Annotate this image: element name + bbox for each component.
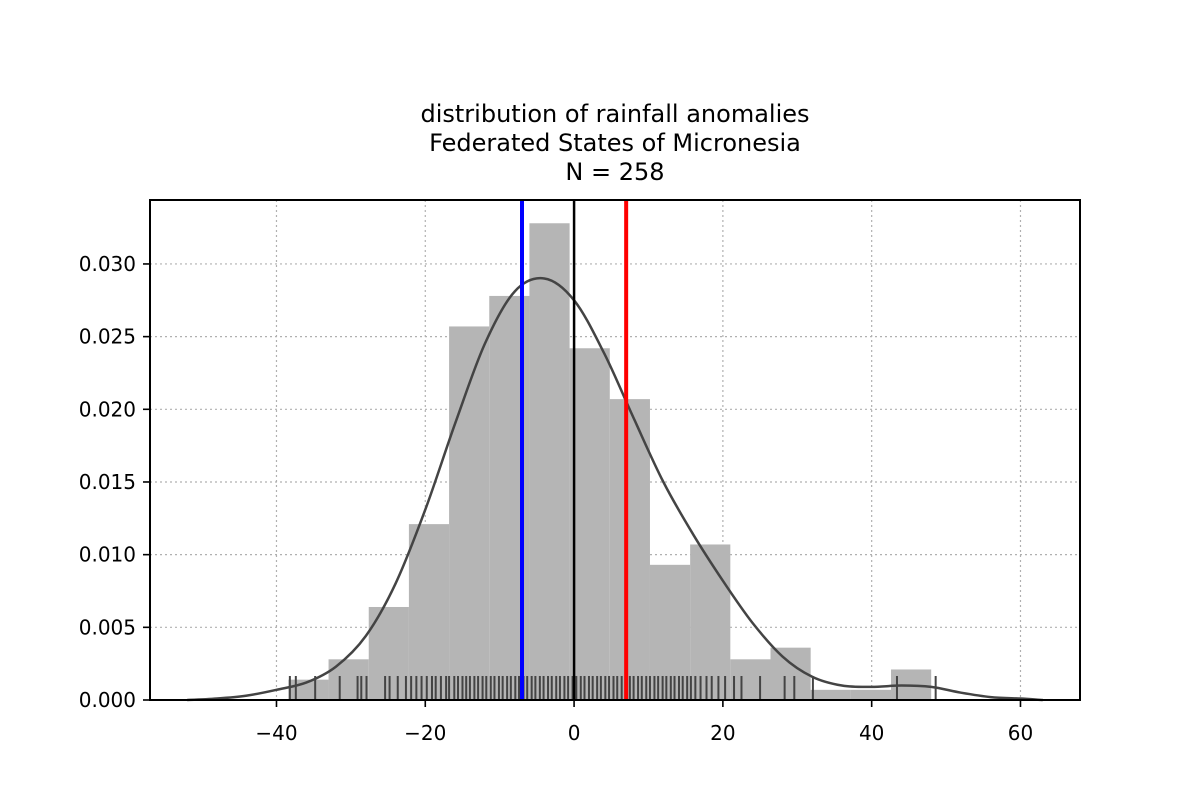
x-tick-label: 20 (710, 721, 735, 745)
x-tick-label: 60 (1008, 721, 1033, 745)
plot-frame (149, 199, 1081, 701)
histogram-bar (690, 544, 731, 700)
chart-title-line-3: N = 258 (565, 158, 665, 186)
histogram-bar (770, 647, 811, 700)
y-tick-label: 0.005 (79, 615, 136, 639)
kde-curve-layer (187, 276, 1043, 702)
reference-lines (520, 200, 629, 700)
y-tick-label: 0.010 (79, 543, 136, 567)
y-tick-label: 0.030 (79, 252, 136, 276)
y-axis: 0.000 0.005 0.010 0.015 0.020 0.025 0.030 (79, 252, 150, 712)
histogram-bar (810, 689, 851, 700)
y-tick-label: 0.015 (79, 470, 136, 494)
x-tick-label: −20 (404, 721, 446, 745)
x-tick-label: 40 (859, 721, 884, 745)
histogram-bar (328, 659, 369, 700)
histogram-bar (730, 659, 771, 700)
chart-title-line-2: Federated States of Micronesia (429, 129, 801, 157)
kde-curve (187, 276, 1043, 702)
histogram-bar (529, 223, 570, 701)
y-tick-label: 0.020 (79, 397, 136, 421)
y-tick-label: 0.000 (79, 688, 136, 712)
chart-title-line-1: distribution of rainfall anomalies (420, 100, 810, 128)
histogram-bar (850, 689, 892, 700)
x-tick-label: −40 (255, 721, 297, 745)
histogram-bar (609, 399, 650, 700)
x-axis: −40 −20 0 20 40 60 (255, 700, 1033, 745)
rug-marks (288, 676, 937, 700)
histogram-bars (288, 223, 932, 701)
histogram-bar (408, 524, 450, 700)
histogram-bar (449, 326, 490, 700)
x-tick-label: 0 (568, 721, 581, 745)
histogram-bar (569, 348, 610, 700)
y-tick-label: 0.025 (79, 325, 136, 349)
